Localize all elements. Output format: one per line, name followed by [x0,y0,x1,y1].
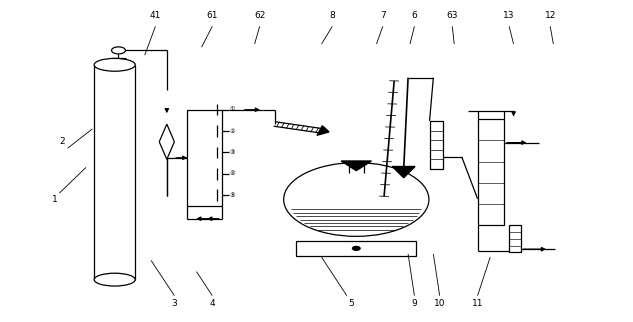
Text: 63: 63 [446,11,458,20]
Text: 8: 8 [329,11,335,20]
Text: 2: 2 [60,137,65,146]
Text: 3: 3 [172,299,177,308]
Text: 62: 62 [254,11,265,20]
Text: 41: 41 [150,11,161,20]
Text: 10: 10 [434,299,446,308]
Bar [187,110,222,206]
Text: ③: ③ [230,150,235,155]
Text: 11: 11 [472,299,484,308]
Bar [296,241,417,256]
Text: 12: 12 [544,11,556,20]
Text: ①: ① [230,107,235,112]
Polygon shape [341,161,372,171]
Text: ④: ④ [230,171,235,176]
Circle shape [284,163,429,236]
Text: 5: 5 [348,299,354,308]
Text: ⑤: ⑤ [230,193,235,198]
Ellipse shape [94,58,135,71]
Text: 4: 4 [210,299,215,308]
Bar [477,119,504,225]
Circle shape [111,47,125,54]
Text: 9: 9 [411,299,417,308]
Bar [509,225,520,252]
Text: 1: 1 [51,195,57,204]
Text: ②: ② [230,128,235,134]
Circle shape [353,246,360,250]
Text: 13: 13 [503,11,515,20]
Text: 7: 7 [380,11,385,20]
Ellipse shape [94,273,135,286]
Text: 6: 6 [411,11,417,20]
Bar [430,121,444,169]
Polygon shape [317,126,329,135]
Polygon shape [392,166,415,178]
Text: 61: 61 [206,11,218,20]
